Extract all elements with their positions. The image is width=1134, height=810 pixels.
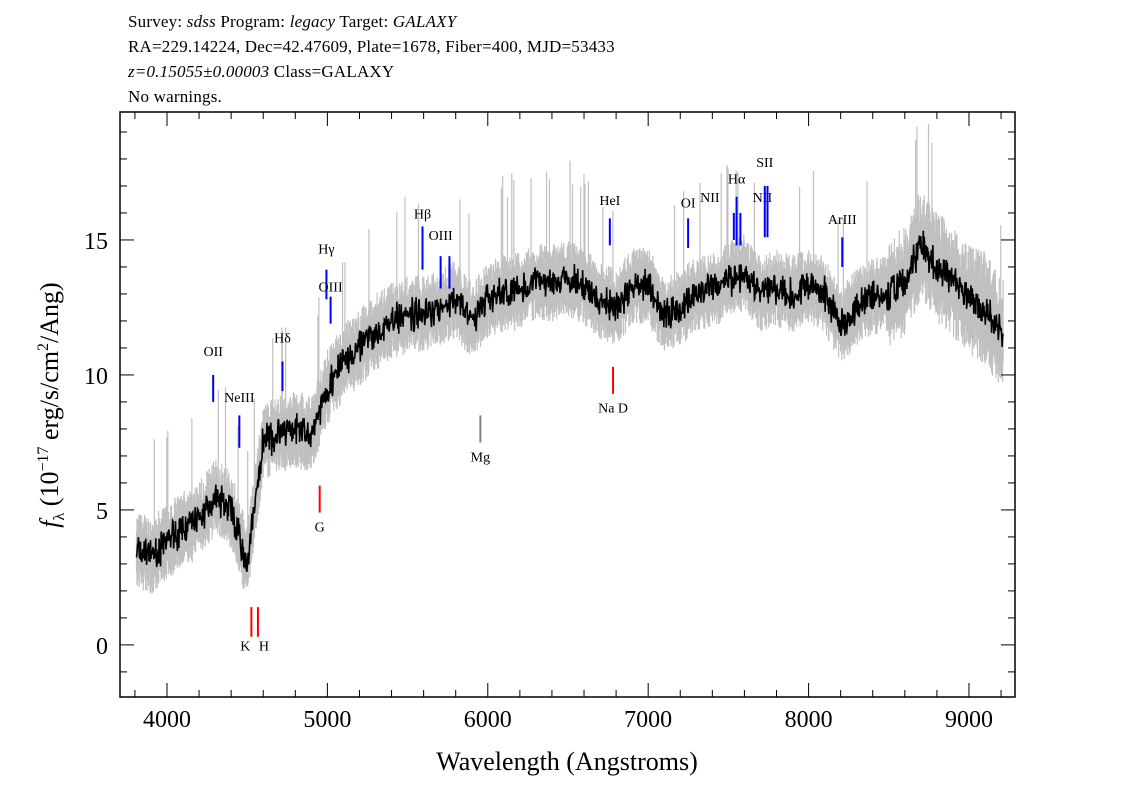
line-label: OI [681, 197, 696, 212]
line-label: Hα [728, 172, 746, 187]
header-line-redshift: z=0.15055±0.00003 Class=GALAXY [128, 62, 394, 82]
line-label: OIII [319, 280, 343, 295]
redshift-value: z=0.15055±0.00003 [128, 62, 270, 81]
header-line-warnings: No warnings. [128, 87, 222, 106]
line-label: G [315, 521, 325, 536]
line-label: NII [700, 191, 720, 206]
y-axis-label: fλ (10−17 erg/s/cm2/Ang) [35, 282, 68, 527]
survey-label: Survey: [128, 12, 183, 31]
x-tick-label: 8000 [785, 707, 833, 733]
line-label: Hγ [318, 242, 334, 257]
x-tick-label: 4000 [143, 707, 191, 733]
plot-frame [119, 111, 1016, 698]
class-value: Class=GALAXY [273, 62, 395, 81]
x-tick-label: 9000 [945, 707, 993, 733]
line-label: Hβ [414, 207, 431, 222]
line-label: NII [753, 191, 773, 206]
flux-line [135, 230, 1004, 572]
x-tick-label: 5000 [303, 707, 351, 733]
line-label: OIII [429, 229, 453, 244]
x-axis-label: Wavelength (Angstroms) [436, 747, 697, 776]
x-tick-label: 7000 [624, 707, 672, 733]
x-tick-label: 6000 [464, 707, 512, 733]
y-tick-label: 5 [96, 499, 108, 525]
line-label: K [240, 639, 250, 654]
line-label: H [259, 639, 269, 654]
program-label: Program: [220, 12, 286, 31]
line-label: Hδ [274, 332, 291, 347]
survey-value: sdss [186, 12, 216, 31]
y-tick-label: 0 [96, 634, 108, 660]
header-line-survey: Survey: sdss Program: legacy Target: GAL… [128, 12, 456, 32]
target-value: GALAXY [392, 12, 457, 31]
target-label: Target: [339, 12, 389, 31]
line-label: SII [756, 156, 773, 171]
line-label: NeIII [224, 391, 255, 406]
line-label: OII [203, 345, 223, 360]
line-label: ArIII [828, 213, 857, 228]
y-tick-label: 10 [84, 364, 108, 390]
program-value: legacy [289, 12, 336, 31]
header-line-coords: RA=229.14224, Dec=42.47609, Plate=1678, … [128, 37, 615, 56]
y-tick-label: 15 [84, 229, 108, 255]
error-band [135, 124, 1004, 594]
line-label: Na D [598, 402, 628, 417]
line-label: HeI [599, 194, 620, 209]
line-label: Mg [471, 450, 490, 465]
